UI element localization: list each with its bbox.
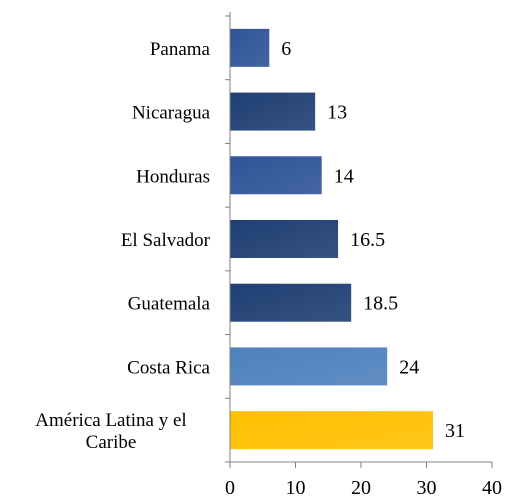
bars-group [230, 28, 434, 450]
category-labels: Panama Nicaragua Honduras El Salvador Guatem… [35, 39, 210, 453]
category-label: América Latina y el Caribe [35, 410, 186, 453]
x-tick-label: 40 [482, 477, 502, 499]
value-label: 6 [281, 38, 291, 60]
x-tick-label: 20 [351, 477, 371, 499]
value-label: 16.5 [350, 229, 385, 251]
category-label: Costa Rica [127, 357, 210, 378]
value-label: 24 [399, 356, 419, 378]
bar-guatemala [230, 283, 352, 322]
bar-américa-latina-y-el-caribe [230, 411, 434, 450]
value-label: 18.5 [363, 293, 398, 315]
value-label: 14 [334, 165, 354, 187]
bar-panama [230, 28, 270, 67]
x-tick-label: 30 [417, 477, 437, 499]
bar-el-salvador [230, 220, 339, 258]
bar-nicaragua [230, 92, 316, 131]
category-label: Panama [150, 39, 211, 60]
bar-costa-rica [230, 347, 388, 386]
value-label: 13 [327, 102, 347, 124]
category-label: Honduras [136, 166, 210, 187]
category-label: El Salvador [121, 230, 211, 251]
bar-honduras [230, 156, 322, 195]
x-tick-label: 0 [225, 477, 235, 499]
axes-group: 0 10 20 30 40 [225, 12, 502, 499]
x-tick-label: 10 [286, 477, 306, 499]
category-label: Nicaragua [132, 103, 211, 124]
value-labels: 6 13 14 16.5 18.5 24 31 [281, 38, 465, 442]
value-label: 31 [445, 420, 465, 442]
category-label: Guatemala [128, 294, 211, 315]
